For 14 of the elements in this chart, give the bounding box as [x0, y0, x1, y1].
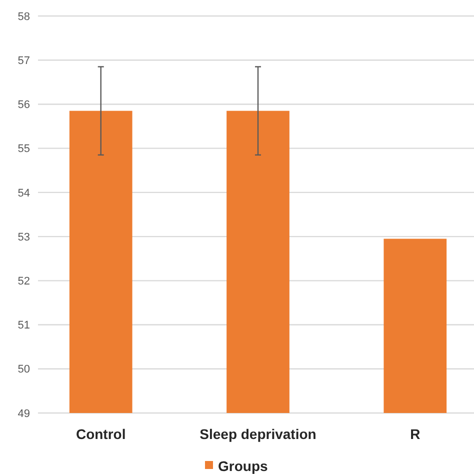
x-tick-label: R	[410, 426, 420, 442]
y-tick-label: 57	[18, 54, 30, 67]
y-tick-label: 56	[18, 99, 30, 112]
x-tick-label: Sleep deprivation	[200, 426, 316, 442]
y-tick-label: 51	[18, 320, 30, 332]
y-tick-label: 50	[18, 364, 30, 376]
y-tick-label: 53	[18, 231, 30, 244]
y-tick-label: 54	[18, 187, 30, 200]
y-tick-label: 49	[18, 408, 30, 420]
y-tick-label: 55	[18, 143, 30, 156]
x-tick-label: Control	[76, 426, 126, 442]
legend-label: Groups	[218, 458, 268, 474]
y-tick-label: 52	[18, 276, 30, 288]
y-tick-label: 58	[18, 10, 30, 23]
